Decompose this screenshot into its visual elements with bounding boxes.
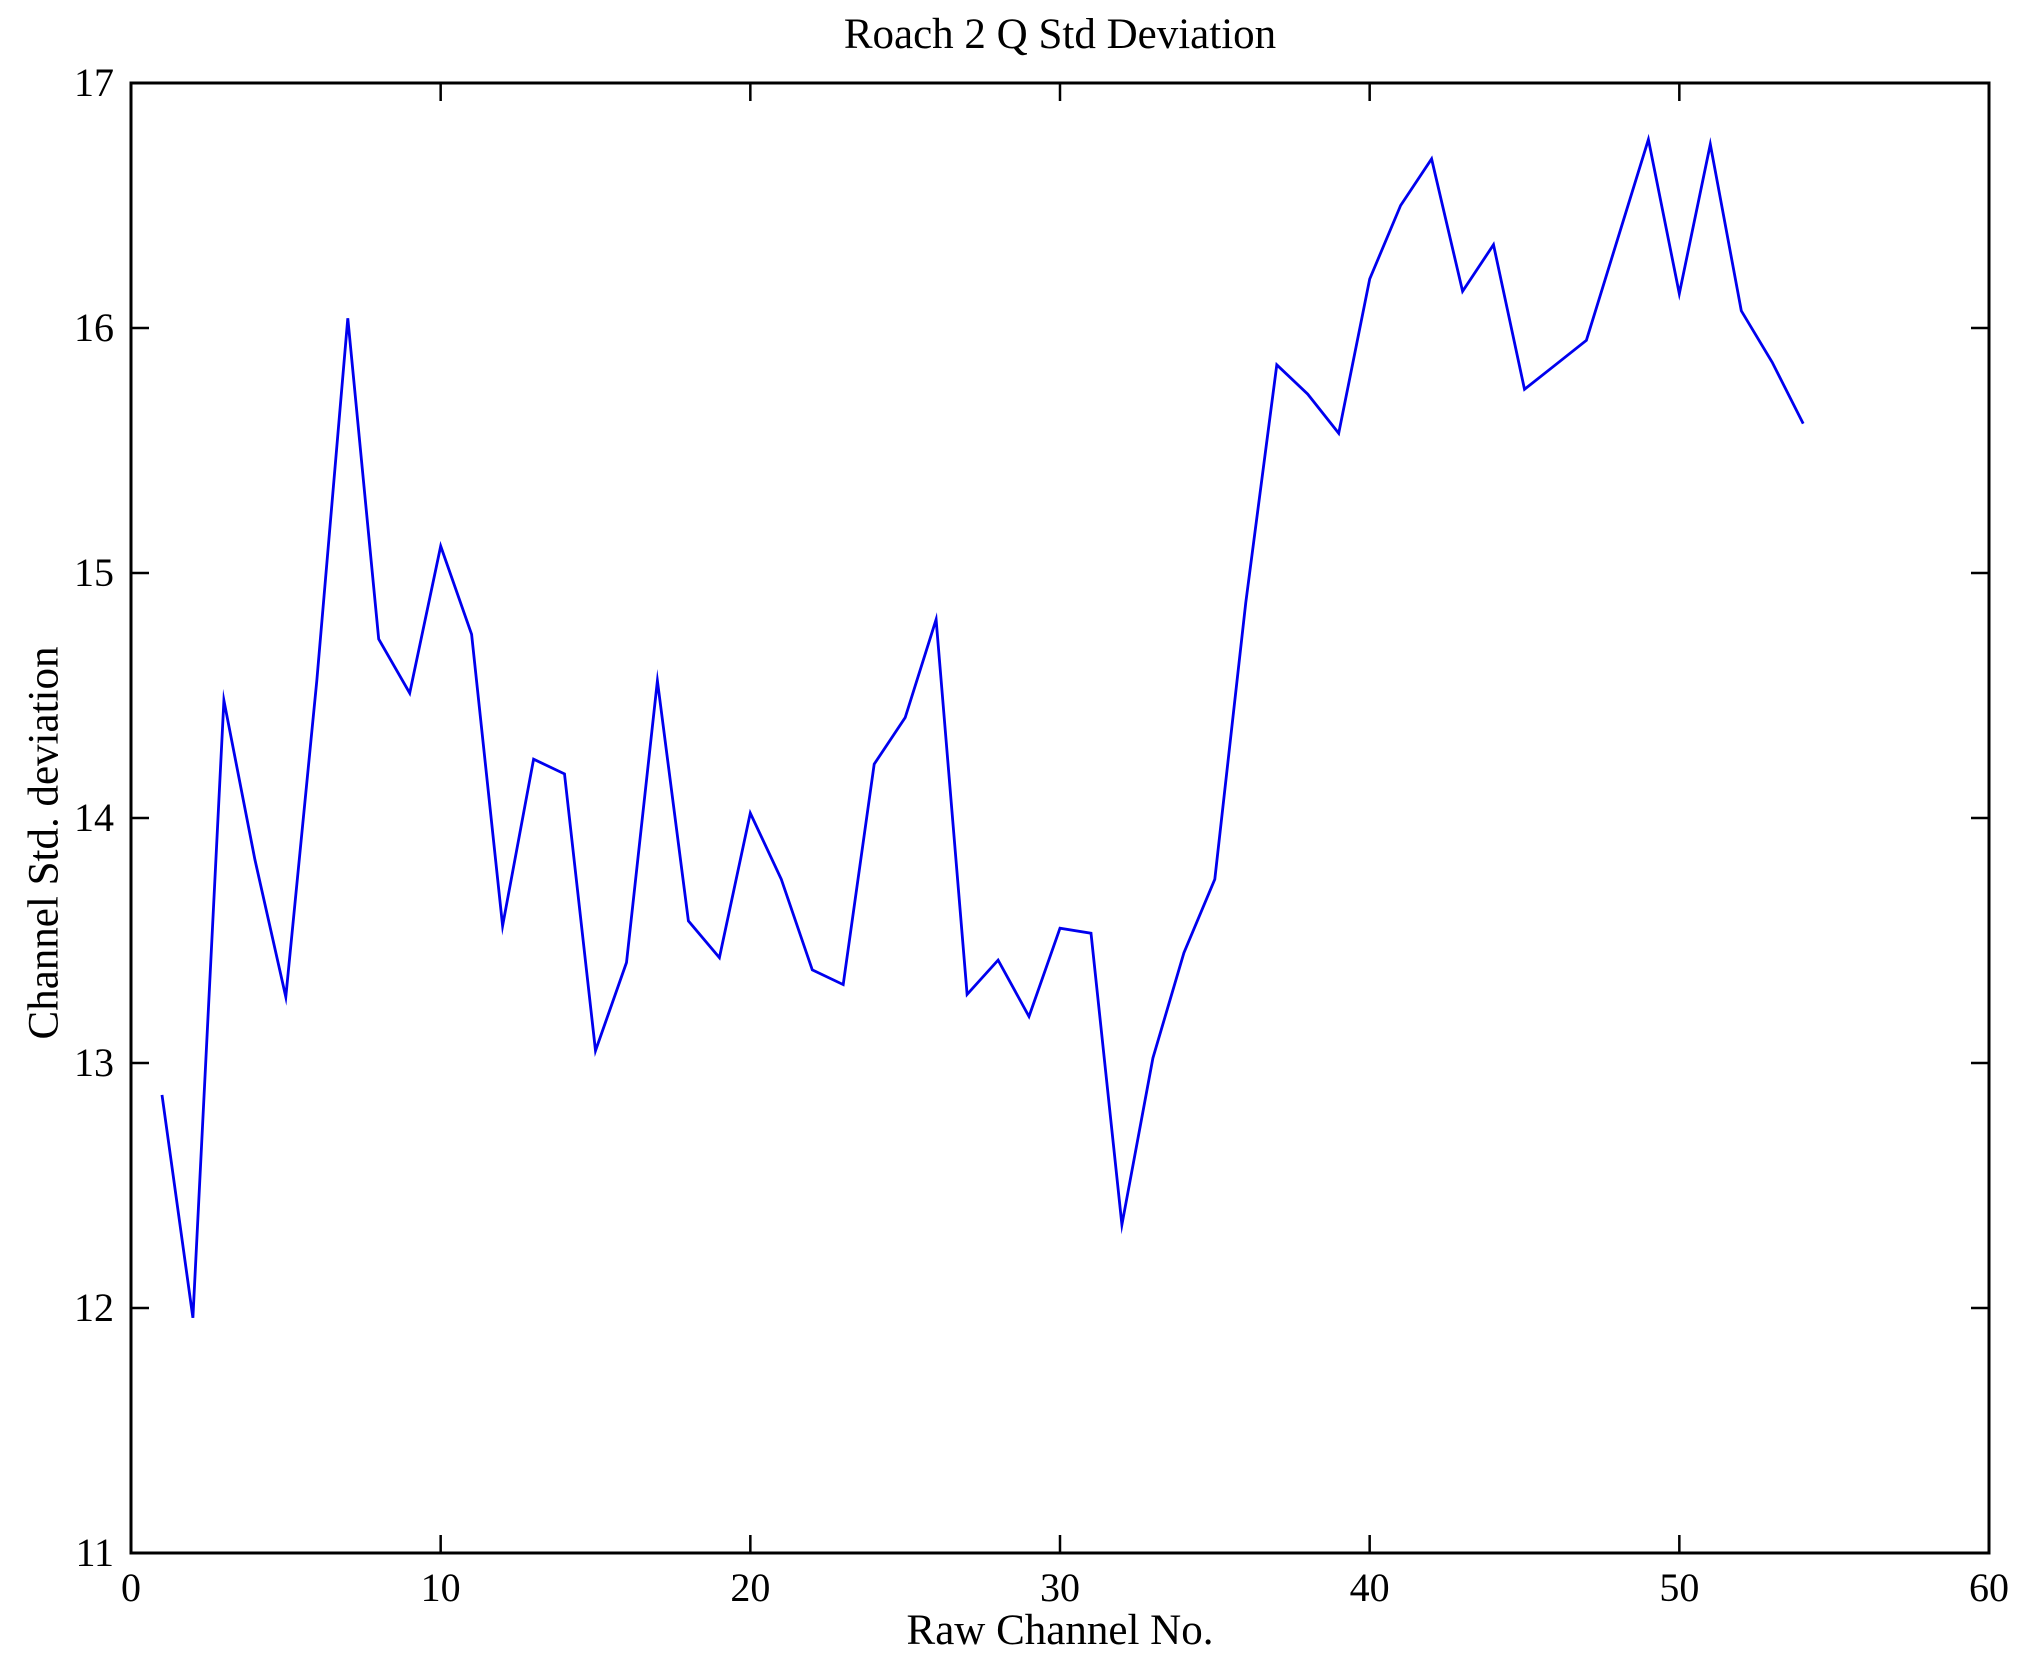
y-tick-label: 17 [74, 60, 114, 105]
y-axis-label: Channel Std. deviation [20, 646, 68, 1040]
x-tick-label: 20 [730, 1565, 771, 1610]
x-tick-label: 30 [1040, 1565, 1080, 1610]
y-tick-label: 13 [74, 1040, 114, 1085]
chart-title: Roach 2 Q Std Deviation [843, 11, 1277, 58]
axes-box [129, 81, 1991, 1555]
y-tick-label: 16 [74, 305, 114, 350]
data-series-line [160, 133, 1805, 1318]
x-axis-label: Raw Channel No. [906, 1607, 1214, 1654]
y-tick-label: 12 [74, 1285, 114, 1330]
y-tick-label: 11 [75, 1530, 114, 1575]
x-tick-label: 50 [1659, 1565, 1700, 1610]
x-tick-label: 40 [1349, 1565, 1390, 1610]
x-tick-label: 10 [420, 1565, 461, 1610]
x-tick-label: 60 [1969, 1565, 2009, 1610]
x-tick-label: 0 [121, 1565, 141, 1610]
y-tick-label: 15 [74, 550, 114, 595]
y-tick-label: 14 [74, 795, 114, 840]
